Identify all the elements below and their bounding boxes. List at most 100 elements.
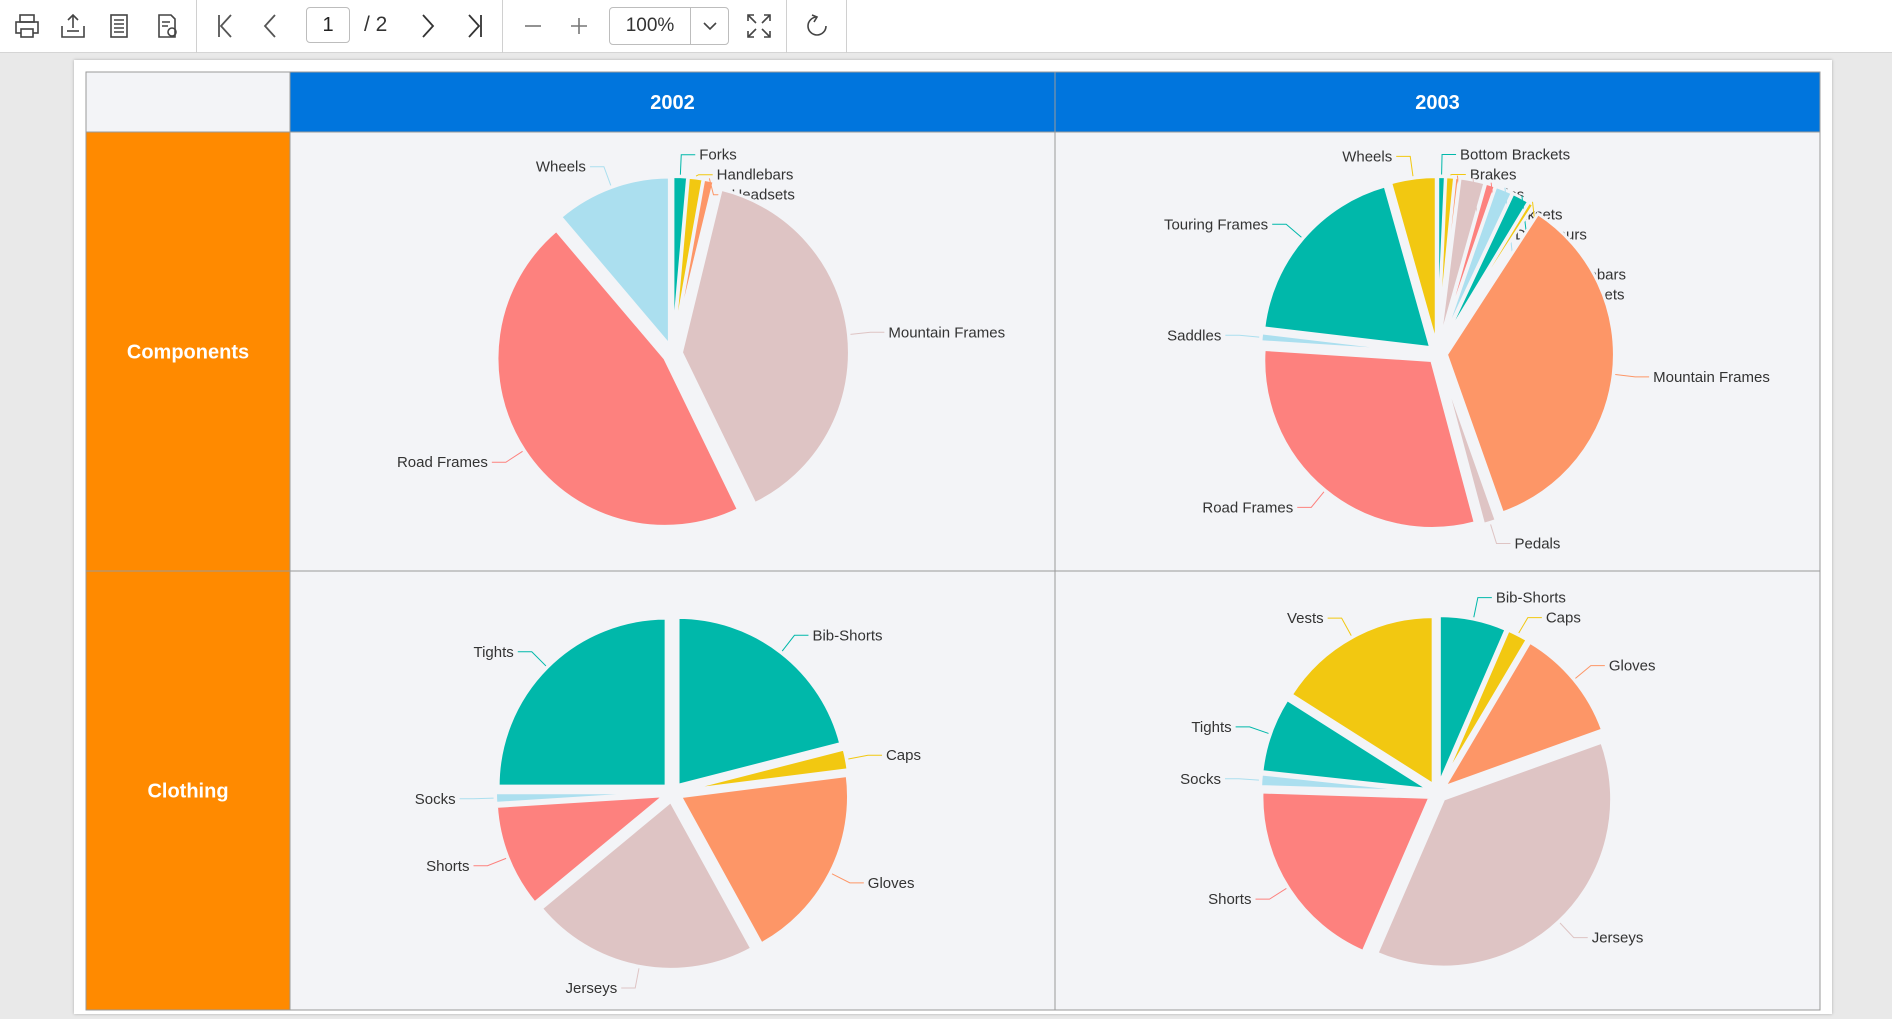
pie-slice[interactable] <box>1440 628 1530 786</box>
slice-label: Handlebars <box>717 167 794 184</box>
pie-slice[interactable] <box>1374 740 1614 969</box>
page-number-input[interactable]: 1 <box>306 7 350 43</box>
report-viewer-area[interactable]: 2002 2003 Components Clothing Forks Handlebar… <box>0 54 1892 1019</box>
pie-slice[interactable] <box>672 177 716 346</box>
leader-line <box>1490 524 1511 545</box>
pie-slice[interactable] <box>539 799 754 971</box>
slice-label: Socks <box>1180 771 1221 788</box>
page-setup-icon <box>110 14 128 38</box>
pie-slice[interactable] <box>1438 361 1499 527</box>
slice-label: Wheels <box>536 159 586 176</box>
pie-slice[interactable] <box>1259 772 1429 794</box>
pie-slice[interactable] <box>1440 199 1536 347</box>
column-header-label: 2003 <box>1415 92 1460 114</box>
leader-line <box>1327 617 1352 636</box>
leader-line <box>850 331 885 335</box>
refresh-button[interactable] <box>798 7 836 45</box>
print-layout-icon <box>158 14 177 38</box>
pie-slice[interactable] <box>680 747 850 793</box>
slice-label: Socks <box>415 791 456 808</box>
slice-label: Bib-Shorts <box>1496 590 1566 607</box>
page-setup-button[interactable] <box>100 7 138 45</box>
leader-line <box>1225 334 1260 338</box>
slice-label: Mountain Frames <box>1653 369 1770 386</box>
print-icon <box>15 14 39 38</box>
slice-label: Touring Frames <box>1164 216 1268 233</box>
pie-slice[interactable] <box>494 791 664 805</box>
slice-label: Tights <box>473 644 513 661</box>
slice-label: Wheels <box>1342 148 1392 165</box>
export-icon <box>61 13 85 38</box>
zoom-value: 100% <box>625 15 675 36</box>
row-header-label: Clothing <box>147 781 228 803</box>
leader-line <box>1559 922 1588 939</box>
leader-line <box>1473 597 1492 618</box>
pie-slice[interactable] <box>1262 347 1478 530</box>
zoom-dropdown-button[interactable] <box>690 8 729 44</box>
pie-slice[interactable] <box>1444 211 1616 515</box>
slice-label: Tights <box>1191 719 1231 736</box>
pie-slice[interactable] <box>1437 614 1509 785</box>
toolbar-divider <box>502 0 503 53</box>
zoom-in-button[interactable] <box>560 7 598 45</box>
export-button[interactable] <box>54 7 92 45</box>
slice-label: Jerseys <box>1592 930 1644 947</box>
previous-page-button[interactable] <box>252 7 290 45</box>
column-header <box>289 71 1056 133</box>
report-tablix: 2002 2003 Components Clothing Forks Handlebar… <box>85 71 1821 1011</box>
leader-line <box>848 754 882 760</box>
pie-slice[interactable] <box>494 794 669 906</box>
print-layout-button[interactable] <box>148 7 186 45</box>
zoom-select[interactable]: 100% <box>609 7 729 45</box>
fit-page-icon <box>747 14 771 38</box>
last-page-button[interactable] <box>456 7 494 45</box>
slice-label: Bib-Shorts <box>812 627 882 644</box>
leader-line <box>589 166 612 186</box>
last-page-icon <box>468 14 482 38</box>
slice-label: Saddles <box>1167 327 1221 344</box>
pie-slice[interactable] <box>1262 184 1433 350</box>
leader-line <box>781 634 809 652</box>
leader-line <box>1297 491 1325 508</box>
pie-slice[interactable] <box>1441 640 1605 790</box>
leader-line <box>459 797 494 800</box>
slice-label: Mountain Frames <box>888 324 1005 341</box>
slice-label: Shorts <box>426 858 469 875</box>
print-button[interactable] <box>8 7 46 45</box>
fit-page-button[interactable] <box>740 7 778 45</box>
leader-line <box>1255 887 1287 900</box>
pie-slice[interactable] <box>679 187 851 506</box>
zoom-out-icon <box>525 25 541 27</box>
chevron-down-icon <box>703 22 717 31</box>
leader-line <box>1518 617 1542 634</box>
leader-line <box>695 174 713 177</box>
slice-label: Road Frames <box>397 454 488 471</box>
pie-slice[interactable] <box>676 615 843 788</box>
next-page-button[interactable] <box>408 7 446 45</box>
leader-line <box>1441 154 1457 175</box>
leader-line <box>517 651 547 667</box>
leader-line <box>473 857 507 867</box>
row-header <box>85 570 291 1011</box>
pie-slice[interactable] <box>496 616 668 788</box>
pie-slice[interactable] <box>1388 175 1438 345</box>
pie-slice[interactable] <box>1259 331 1429 355</box>
slice-label: Pedals <box>1515 536 1561 553</box>
pie-slice[interactable] <box>1260 697 1430 792</box>
first-page-button[interactable] <box>206 7 244 45</box>
toolbar-divider <box>846 0 847 53</box>
leader-line <box>1575 665 1605 679</box>
pie-slice[interactable] <box>1289 615 1435 788</box>
pie-slice[interactable] <box>1260 790 1433 954</box>
pie-slice[interactable] <box>678 773 851 946</box>
row-header-label: Components <box>127 342 249 364</box>
slice-label: Jerseys <box>566 980 618 997</box>
page-total: / 2 <box>364 13 388 36</box>
row-header <box>85 131 291 572</box>
pie-slice[interactable] <box>495 228 741 528</box>
pie-slice[interactable] <box>558 175 671 350</box>
slice-label: Caps <box>886 747 921 764</box>
refresh-icon <box>807 14 827 36</box>
leader-line <box>621 968 640 989</box>
zoom-out-button[interactable] <box>514 7 552 45</box>
